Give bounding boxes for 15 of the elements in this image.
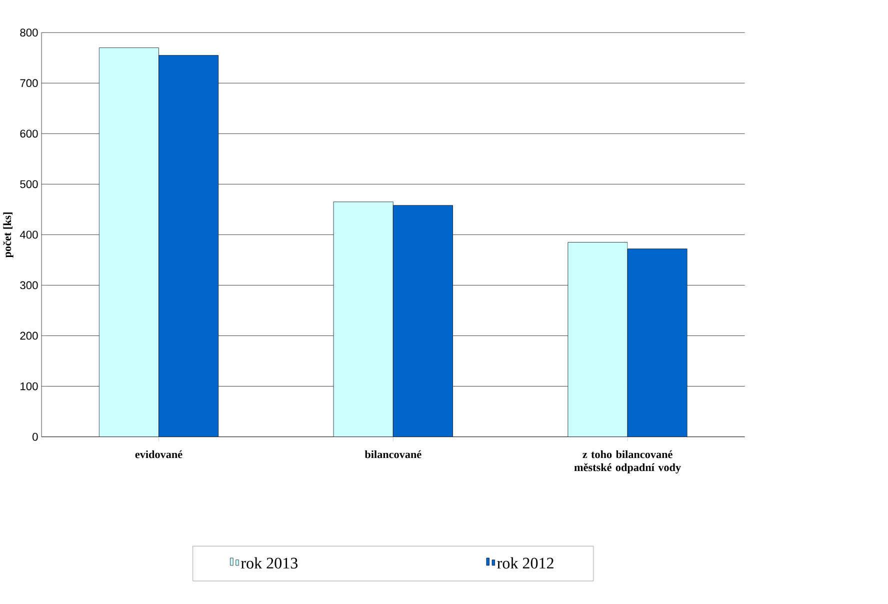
y-tick-label: 0 [32, 433, 38, 441]
x-tick-label: bilancované [364, 450, 422, 458]
y-tick-label: 100 [20, 382, 38, 390]
y-tick-label: 700 [20, 79, 38, 88]
y-tick-label: 500 [20, 180, 38, 188]
y-tick-label: 200 [20, 332, 38, 340]
y-tick-label: 300 [20, 282, 38, 290]
y-tick-label: 600 [20, 130, 38, 138]
legend-label: rok 2012 [497, 558, 554, 569]
y-tick-label: 800 [20, 28, 38, 37]
y-axis-title: počet [ks] [3, 212, 14, 258]
x-tick-label: z toho bilancované městské odpadní vody [574, 450, 681, 474]
legend-label: rok 2013 [241, 558, 298, 569]
y-tick-label: 400 [20, 230, 38, 239]
x-tick-label: evidované [135, 450, 182, 458]
